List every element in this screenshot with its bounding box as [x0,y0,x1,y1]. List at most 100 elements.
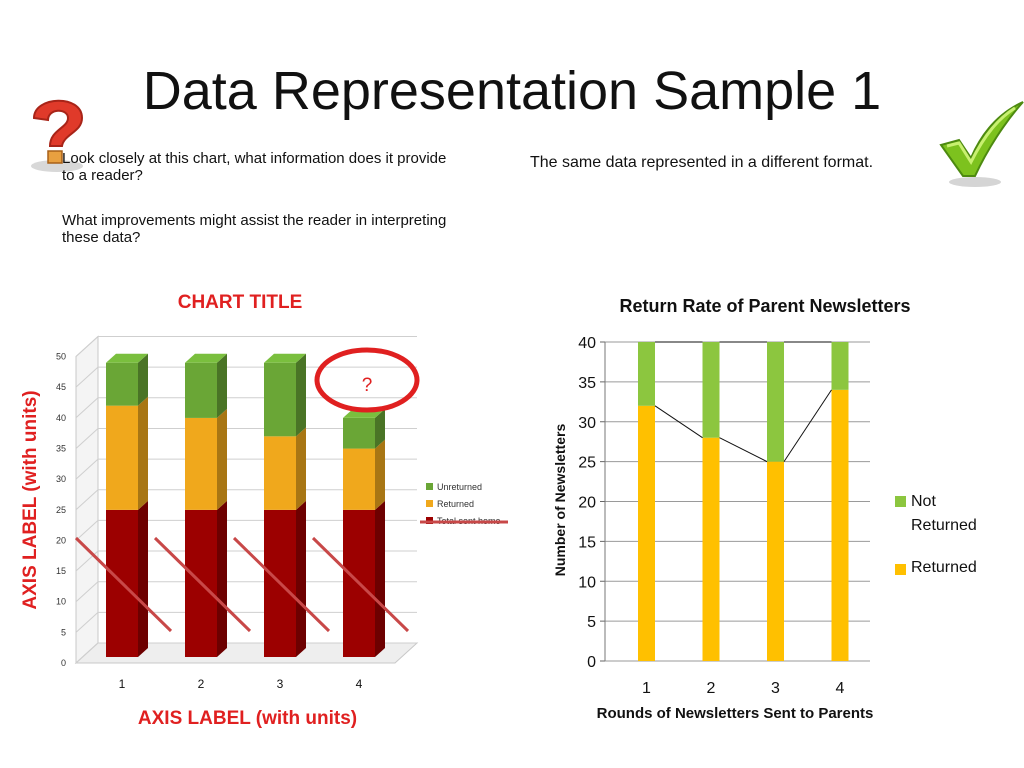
right-xtick-label: 3 [771,680,780,697]
left-gridline-side [75,366,99,388]
right-ytick-label: 20 [578,495,596,512]
left-ytick-label: 25 [56,505,66,515]
legend-not-returned-line1: Not [911,493,936,510]
left-gridline-side [75,642,99,664]
left-legend-swatch [426,483,433,490]
left-bar-unreturned [185,362,217,418]
left-ytick-label: 5 [61,627,66,637]
left-bar-returned [343,448,375,510]
left-xtick-label: 2 [198,677,205,691]
left-ytick-label: 30 [56,474,66,484]
left-ytick-label: 45 [56,382,66,392]
checkmark-icon [939,101,1024,187]
left-xtick-label: 3 [277,677,284,691]
right-ytick-label: 15 [578,534,596,551]
left-bar-side [296,427,306,510]
question-two: What improvements might assist the reade… [62,212,447,246]
left-bar-side [217,500,227,657]
left-bar-top [185,353,227,363]
left-ytick-label: 50 [56,352,66,362]
left-bar-side [138,396,148,510]
left-bar-top [264,353,306,363]
left-gridline-side [75,489,99,511]
left-bar-side [217,353,227,418]
left-bar-side [296,500,306,657]
right-bar-not-returned [638,342,655,406]
left-bar-unreturned [264,362,296,437]
left-strike-line [74,536,173,633]
left-ytick-label: 10 [56,597,66,607]
question-one: Look closely at this chart, what informa… [62,150,447,184]
legend-swatch-returned [895,564,906,575]
right-bar-not-returned [831,342,849,390]
left-gridline-side [75,611,99,633]
right-bar-returned [767,461,784,661]
left-legend-label: Returned [437,499,474,509]
left-ytick-label: 40 [56,413,66,423]
left-bar-side [138,353,148,406]
left-gridline-side [75,336,99,357]
left-strike-line [153,536,252,633]
right-ytick-label: 5 [587,614,596,631]
left-ytick-label: 15 [56,566,66,576]
left-gridline-side [75,581,99,603]
right-bar-not-returned [702,342,720,438]
left-ytick-label: 0 [61,658,66,668]
question-mark-icon [31,99,84,172]
left-ytick-label: 20 [56,535,66,545]
left-bar-returned [264,436,296,510]
left-bar-returned [106,405,138,510]
left-bar-side [375,439,385,510]
right-chart-xlabel: Rounds of Newsletters Sent to Parents [596,705,874,722]
left-legend-label: Unreturned [437,482,482,492]
right-xtick-label: 2 [707,680,716,697]
left-bar-side [375,500,385,657]
right-ytick-label: 0 [587,654,596,671]
slide-title: Data Representation Sample 1 [142,61,882,121]
left-bar-top [106,353,148,363]
left-bar-side [138,500,148,657]
right-bar-returned [831,389,849,661]
right-ytick-label: 40 [578,335,596,352]
left-chart-title: CHART TITLE [177,292,303,313]
legend-label-not-returned: Not Returned [911,490,1021,538]
annotation-circle [314,347,420,413]
legend-not-returned-line2: Returned [911,517,977,534]
annotation-mark: ? [362,375,373,396]
left-xtick-label: 4 [356,677,363,691]
left-bar-side [217,408,227,510]
right-series-line-returned [783,389,832,462]
left-bar-returned [185,417,217,510]
legend-label-returned: Returned [911,559,977,576]
right-xtick-label: 1 [642,680,651,697]
right-bar-returned [702,437,720,661]
left-ytick-label: 35 [56,443,66,453]
left-bar-side [375,408,385,449]
left-legend-swatch [426,500,433,507]
left-chart-xlabel: AXIS LABEL (with units) [137,708,358,729]
legend-swatch-not-returned [895,496,906,507]
right-series-line-returned [654,405,703,439]
right-bar-returned [638,405,655,661]
left-xtick-label: 1 [119,677,126,691]
left-gridline-side [75,397,99,419]
right-xtick-label: 4 [836,680,845,697]
left-gridline-side [75,428,99,449]
left-strike-line [311,536,410,633]
right-ytick-label: 35 [578,375,596,392]
right-ytick-label: 10 [578,574,596,591]
left-gridline-side [75,520,99,541]
left-bar-unreturned [106,362,138,406]
right-ytick-label: 30 [578,415,596,432]
left-bar-side [296,353,306,437]
right-series-line-returned [719,437,768,463]
left-bar-unreturned [343,417,375,449]
right-ytick-label: 25 [578,455,596,472]
note-text: The same data represented in a different… [530,154,874,171]
right-chart-title: Return Rate of Parent Newsletters [619,296,911,316]
right-bar-not-returned [767,342,784,462]
left-strike-line [232,536,331,633]
left-gridline-side [75,458,99,480]
